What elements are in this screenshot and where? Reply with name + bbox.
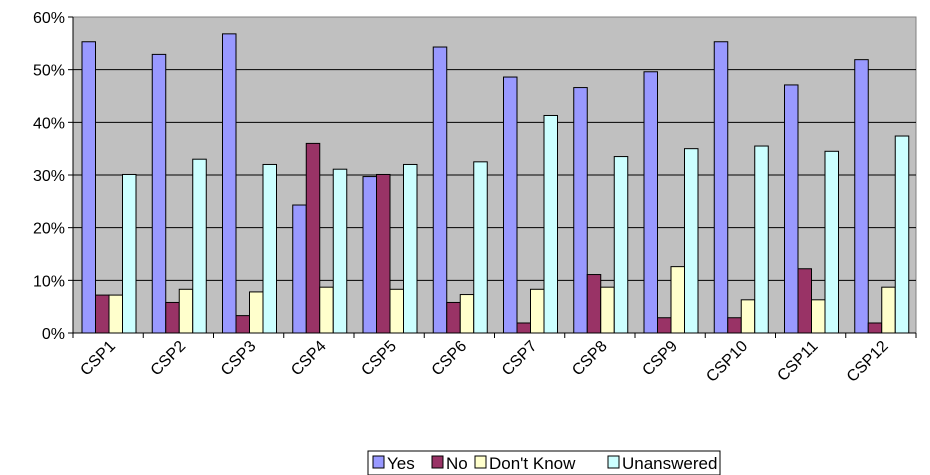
legend-box — [367, 450, 721, 475]
bar-no-csp11 — [797, 268, 812, 334]
bar-unanswered-csp12 — [894, 135, 910, 334]
x-tick-label: CSP3 — [218, 338, 260, 380]
x-tick-label: CSP7 — [499, 338, 541, 380]
x-tick-label: CSP1 — [77, 338, 119, 380]
gridlines — [68, 16, 916, 334]
bar-don-t-know-csp7 — [530, 288, 545, 334]
x-tick-label: CSP12 — [844, 338, 892, 386]
legend-label: Don't Know — [489, 454, 576, 473]
bar-unanswered-csp4 — [332, 168, 348, 334]
bar-don-t-know-csp8 — [600, 286, 615, 334]
legend-swatch — [607, 455, 620, 469]
x-tick-label: CSP4 — [288, 338, 330, 380]
bar-don-t-know-csp5 — [389, 288, 404, 334]
bar-don-t-know-csp12 — [881, 286, 896, 334]
legend-label: Yes — [387, 454, 415, 473]
y-tick-label: 20% — [33, 221, 65, 238]
bar-no-csp8 — [586, 274, 602, 334]
bar-unanswered-csp10 — [754, 145, 769, 334]
bar-unanswered-csp2 — [192, 158, 207, 334]
axes — [72, 17, 917, 338]
bar-yes-csp7 — [503, 76, 518, 334]
bar-yes-csp10 — [713, 41, 729, 334]
x-tick-label: CSP2 — [148, 338, 190, 380]
bar-yes-csp8 — [573, 87, 588, 334]
bar-unanswered-csp3 — [262, 163, 277, 334]
bar-unanswered-csp5 — [403, 163, 418, 334]
bar-yes-csp11 — [784, 84, 799, 334]
x-tick-labels: CSP1 CSP2 CSP3 CSP4 CSP5 CSP6 CSP7 CSP8 CSP9 CSP1… — [77, 338, 891, 386]
bar-no-csp6 — [446, 301, 461, 334]
bar-yes-csp3 — [222, 33, 237, 334]
y-tick-labels: 0% 10% 20% 30% 40% 50% 60% — [33, 10, 65, 343]
bar-don-t-know-csp1 — [108, 294, 123, 334]
bar-yes-csp2 — [151, 53, 167, 334]
bar-don-t-know-csp3 — [249, 291, 264, 334]
y-tick-label: 0% — [42, 326, 65, 343]
x-tick-label: CSP8 — [569, 338, 611, 380]
y-tick-label: 40% — [33, 115, 65, 132]
y-tick-label: 10% — [33, 273, 65, 290]
bar-no-csp5 — [376, 173, 391, 334]
bar-unanswered-csp7 — [543, 114, 558, 334]
bar-yes-csp6 — [432, 46, 448, 334]
bar-unanswered-csp8 — [613, 156, 629, 334]
x-tick-label: CSP6 — [429, 338, 471, 380]
bar-no-csp4 — [305, 142, 321, 334]
x-tick-label: CSP5 — [358, 338, 400, 380]
y-tick-label: 50% — [33, 63, 65, 80]
legend-label: No — [446, 454, 468, 473]
legend: Yes No Don't Know Unanswered — [367, 450, 721, 475]
legend-swatch — [372, 455, 385, 469]
bar-unanswered-csp1 — [122, 173, 137, 334]
bar-don-t-know-csp10 — [740, 299, 756, 334]
x-tick-label: CSP11 — [774, 338, 821, 385]
bar-yes-csp9 — [643, 71, 658, 334]
bar-don-t-know-csp9 — [670, 266, 685, 334]
bar-yes-csp4 — [292, 204, 307, 334]
bar-don-t-know-csp6 — [459, 294, 475, 334]
x-tick-label: CSP10 — [703, 338, 751, 386]
bar-no-csp1 — [95, 294, 110, 334]
legend-swatch — [431, 455, 444, 469]
bar-unanswered-csp11 — [824, 150, 839, 334]
bar-no-csp12 — [867, 322, 883, 334]
bar-don-t-know-csp4 — [319, 286, 334, 334]
bar-no-csp9 — [657, 317, 672, 334]
bar-don-t-know-csp2 — [178, 288, 194, 334]
bar-yes-csp12 — [854, 59, 869, 334]
legend-label: Unanswered — [622, 454, 717, 473]
legend-swatch — [474, 455, 487, 469]
bar-no-csp7 — [516, 322, 531, 334]
x-tick-label: CSP9 — [639, 338, 681, 380]
bar-yes-csp1 — [81, 41, 96, 334]
bar-no-csp2 — [165, 301, 180, 334]
bar-unanswered-csp9 — [684, 148, 699, 334]
bar-no-csp10 — [727, 317, 742, 334]
bar-unanswered-csp6 — [473, 161, 488, 334]
bar-no-csp3 — [235, 315, 250, 334]
bar-yes-csp5 — [362, 176, 377, 334]
y-tick-label: 30% — [33, 168, 65, 185]
bar-don-t-know-csp11 — [811, 299, 826, 334]
y-tick-label: 60% — [33, 10, 65, 27]
